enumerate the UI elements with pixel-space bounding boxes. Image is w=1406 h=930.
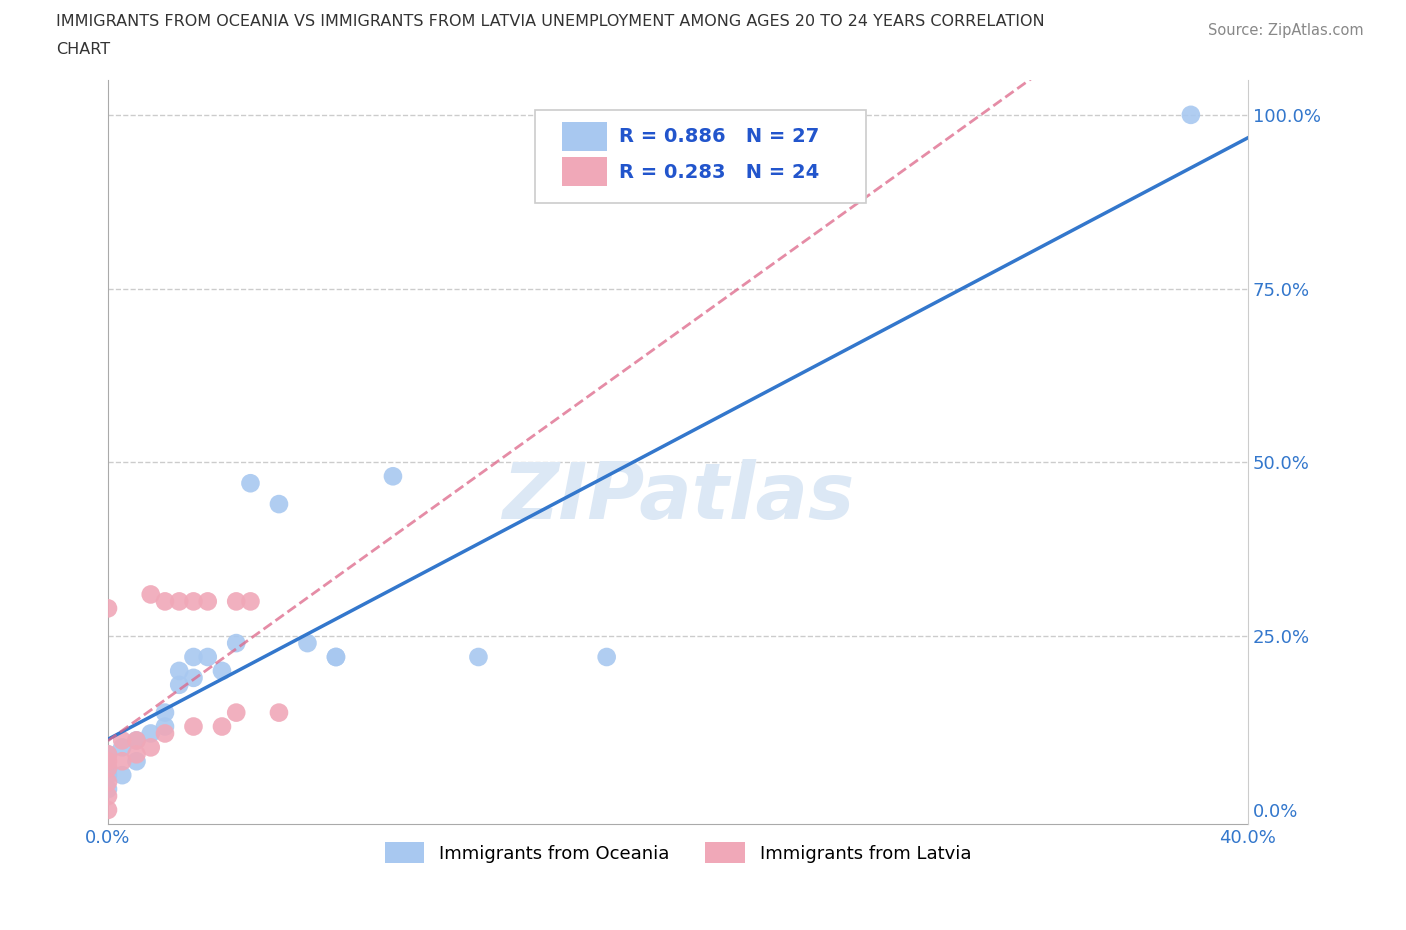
- Point: [97, 803, 120, 817]
- Point: [97, 601, 120, 616]
- Legend: Immigrants from Oceania, Immigrants from Latvia: Immigrants from Oceania, Immigrants from…: [378, 835, 979, 870]
- Point: [97, 761, 120, 776]
- Point: [97, 789, 120, 804]
- Point: [197, 649, 219, 664]
- Point: [1180, 107, 1202, 122]
- Text: Source: ZipAtlas.com: Source: ZipAtlas.com: [1208, 23, 1364, 38]
- Point: [125, 733, 148, 748]
- Point: [111, 733, 134, 748]
- Point: [239, 476, 262, 491]
- Point: [167, 677, 190, 692]
- Text: CHART: CHART: [56, 42, 110, 57]
- Point: [325, 649, 347, 664]
- Point: [139, 726, 162, 741]
- Point: [267, 705, 290, 720]
- Point: [239, 594, 262, 609]
- Point: [225, 594, 247, 609]
- Point: [139, 587, 162, 602]
- Point: [197, 594, 219, 609]
- Bar: [561, 123, 607, 151]
- Point: [111, 768, 134, 783]
- Point: [97, 761, 120, 776]
- Point: [325, 649, 347, 664]
- Point: [97, 775, 120, 790]
- Point: [211, 663, 233, 678]
- Bar: [561, 157, 607, 186]
- Point: [125, 754, 148, 769]
- Point: [267, 497, 290, 512]
- Text: R = 0.283   N = 24: R = 0.283 N = 24: [619, 163, 818, 182]
- Point: [97, 754, 120, 769]
- Point: [153, 705, 176, 720]
- Point: [125, 747, 148, 762]
- Point: [297, 636, 319, 651]
- Text: ZIPatlas: ZIPatlas: [502, 458, 853, 535]
- Point: [167, 594, 190, 609]
- FancyBboxPatch shape: [536, 110, 866, 203]
- Point: [467, 649, 489, 664]
- Point: [183, 594, 205, 609]
- Point: [153, 594, 176, 609]
- Point: [97, 747, 120, 762]
- Point: [381, 469, 404, 484]
- Point: [153, 719, 176, 734]
- Point: [183, 649, 205, 664]
- Point: [111, 740, 134, 755]
- Point: [97, 747, 120, 762]
- Point: [111, 754, 134, 769]
- Point: [183, 671, 205, 685]
- Point: [97, 768, 120, 783]
- Text: R = 0.886   N = 27: R = 0.886 N = 27: [619, 127, 818, 146]
- Point: [97, 781, 120, 796]
- Point: [139, 740, 162, 755]
- Point: [183, 719, 205, 734]
- Point: [125, 733, 148, 748]
- Point: [167, 663, 190, 678]
- Text: IMMIGRANTS FROM OCEANIA VS IMMIGRANTS FROM LATVIA UNEMPLOYMENT AMONG AGES 20 TO : IMMIGRANTS FROM OCEANIA VS IMMIGRANTS FR…: [56, 14, 1045, 29]
- Point: [595, 649, 617, 664]
- Point: [225, 705, 247, 720]
- Point: [211, 719, 233, 734]
- Point: [153, 726, 176, 741]
- Point: [225, 636, 247, 651]
